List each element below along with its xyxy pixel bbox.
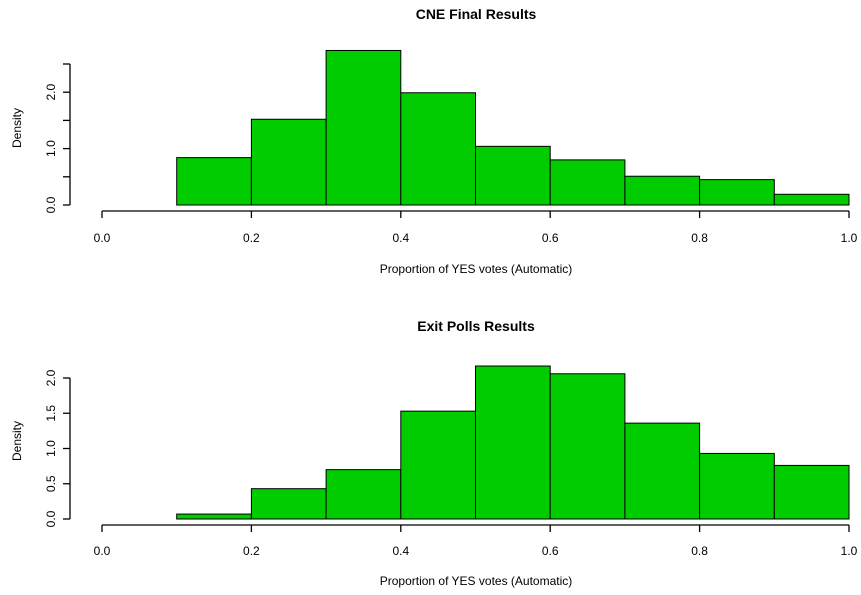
x-tick-label: 0.6: [542, 231, 559, 245]
y-tick-label: 1.0: [44, 440, 58, 457]
histogram-bar: [699, 452, 775, 520]
x-tick-label: 0.2: [243, 231, 260, 245]
y-axis-label: Density: [10, 108, 24, 148]
x-axis-label: Proportion of YES votes (Automatic): [380, 574, 573, 588]
x-tick-label: 0.0: [94, 231, 111, 245]
histogram-bar: [475, 145, 551, 206]
x-tick-label: 0.6: [542, 544, 559, 558]
histogram-bar: [549, 159, 626, 206]
y-axis-label: Density: [10, 421, 24, 461]
chart-title: CNE Final Results: [416, 6, 537, 22]
x-tick-label: 1.0: [841, 231, 858, 245]
x-tick-label: 0.8: [691, 231, 708, 245]
y-tick-label: 1.5: [44, 405, 58, 422]
x-tick-label: 0.0: [94, 544, 111, 558]
histogram-bar: [325, 49, 402, 206]
x-tick-label: 0.4: [392, 231, 409, 245]
y-tick-label: 2.0: [44, 84, 58, 101]
bars: [176, 365, 850, 520]
x-tick-label: 1.0: [841, 544, 858, 558]
histogram-bar: [400, 410, 476, 520]
histogram-bar: [400, 92, 476, 206]
histogram-bar: [250, 118, 327, 206]
histogram-bar: [773, 464, 850, 520]
chart-title: Exit Polls Results: [417, 318, 535, 334]
y-tick-label: 0.0: [44, 196, 58, 213]
histogram-bar: [176, 157, 252, 206]
cne-final-results-panel: CNE Final Results Density Proportion of …: [10, 6, 858, 276]
histogram-bar: [475, 365, 551, 520]
x-axis: 0.0 0.2 0.4 0.6 0.8 1.0: [94, 524, 858, 558]
histogram-bar: [250, 488, 327, 520]
histogram-bar: [699, 179, 775, 206]
histogram-bar: [176, 513, 252, 520]
y-tick-label: 2.0: [44, 369, 58, 386]
histogram-bar: [624, 175, 701, 206]
x-tick-label: 0.2: [243, 544, 260, 558]
histogram-bar: [773, 193, 850, 206]
x-tick-label: 0.4: [392, 544, 409, 558]
x-axis: 0.0 0.2 0.4 0.6 0.8 1.0: [94, 210, 858, 245]
y-tick-label: 0.5: [44, 475, 58, 492]
bars: [176, 49, 850, 206]
x-axis-label: Proportion of YES votes (Automatic): [380, 262, 573, 276]
histogram-bar: [624, 422, 701, 520]
y-axis: 0.0 1.0 2.0: [44, 63, 71, 213]
y-tick-label: 1.0: [44, 140, 58, 157]
y-axis: 0.0 0.5 1.0 1.5 2.0: [44, 369, 71, 527]
histogram-bar: [325, 469, 402, 520]
x-tick-label: 0.8: [691, 544, 708, 558]
histogram-bar: [549, 373, 626, 520]
exit-polls-results-panel: Exit Polls Results Density Proportion of…: [10, 318, 858, 588]
y-tick-label: 0.0: [44, 510, 58, 527]
